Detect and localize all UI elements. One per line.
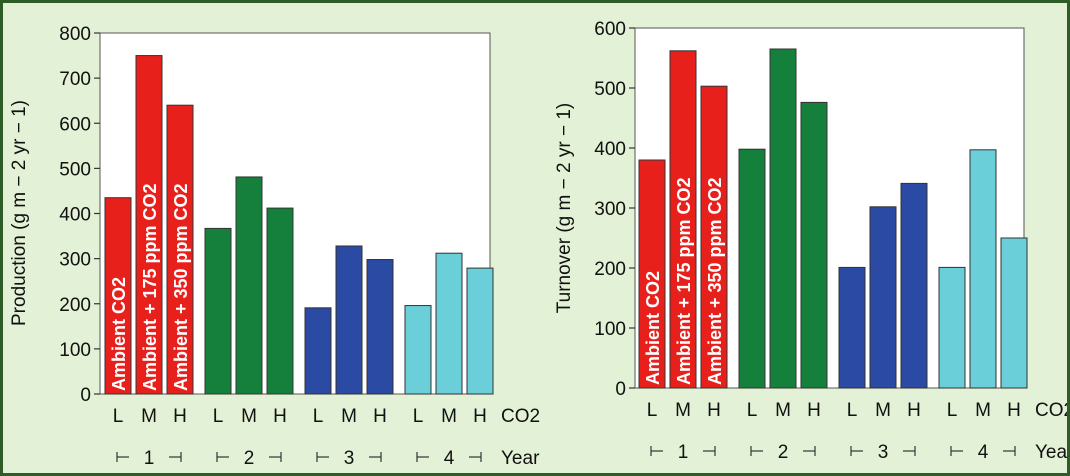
y-tick-label: 400 — [594, 139, 626, 160]
x-category-label: L — [213, 406, 224, 427]
x-category-label: L — [747, 400, 758, 421]
y-tick-label: 600 — [594, 19, 626, 40]
bar-2-year4-L — [938, 266, 966, 389]
y-axis-label: Production (g m − 2 yr − 1) — [9, 100, 30, 326]
bar-1-year3-H — [366, 259, 394, 395]
y-tick-label: 500 — [59, 159, 91, 180]
y-tick-label: 200 — [59, 295, 91, 316]
y-axis-label: Turnover (g m − 2 yr − 1) — [554, 103, 575, 313]
y-tick-label: 700 — [59, 69, 91, 90]
bar-2-year3-H — [900, 182, 928, 389]
x-category-label: H — [907, 400, 921, 421]
bar-inside-label: Ambient + 175 ppm CO2 — [674, 177, 694, 385]
y-tick-label: 100 — [594, 319, 626, 340]
bar-1-year4-H — [466, 267, 494, 395]
bar-1-year2-L — [204, 227, 232, 395]
x-category-label: M — [675, 400, 691, 421]
bar-1-year1-M — [135, 55, 163, 395]
x-category-label: L — [313, 406, 324, 427]
x-category-label: H — [807, 400, 821, 421]
bar-inside-label: Ambient CO2 — [109, 277, 129, 391]
bar-1-year4-M — [435, 252, 463, 395]
y-tick-label: 600 — [59, 114, 91, 135]
charts-svg: 0 100 200 300 400 500 600 700 800 Production (g m… — [9, 19, 1067, 469]
co2-axis-label: CO2 — [1035, 400, 1067, 421]
y-tick-label: 400 — [59, 205, 91, 226]
year-label: 1 — [678, 442, 689, 463]
co2-axis-label: CO2 — [501, 406, 540, 427]
bar-2-year4-M — [969, 149, 997, 389]
x-category-label: L — [847, 400, 858, 421]
y-tick-label: 300 — [59, 250, 91, 271]
year-axis-label: Year — [501, 448, 540, 469]
year-label: 4 — [978, 442, 989, 463]
x-category-label: H — [373, 406, 387, 427]
bar-2-year2-L — [738, 148, 766, 389]
bar-2-year3-L — [838, 266, 866, 389]
x-category-label: M — [241, 406, 257, 427]
y-tick-label: 500 — [594, 79, 626, 100]
x-category-label: L — [647, 400, 658, 421]
x-category-label: L — [113, 406, 124, 427]
year-label: 2 — [244, 448, 255, 469]
bar-2-year4-H — [1000, 237, 1028, 389]
bar-inside-label: Ambient CO2 — [643, 271, 663, 385]
bar-1-year3-L — [304, 307, 332, 395]
year-label: 1 — [144, 448, 155, 469]
bar-inside-label: Ambient + 175 ppm CO2 — [140, 183, 160, 391]
bar-inside-label: Ambient + 350 ppm CO2 — [705, 177, 725, 385]
bar-inside-label: Ambient + 350 ppm CO2 — [171, 183, 191, 391]
bar-1-year2-H — [266, 207, 294, 395]
bar-1-year1-H — [166, 104, 194, 395]
bar-2-year2-M — [769, 48, 797, 389]
bar-2-year1-M — [669, 50, 697, 389]
year-axis-label: Year — [1035, 442, 1067, 463]
year-label: 3 — [344, 448, 355, 469]
bar-1-year1-L — [104, 197, 132, 395]
x-category-label: M — [441, 406, 457, 427]
bar-1-year4-L — [404, 305, 432, 395]
y-tick-label: 200 — [594, 259, 626, 280]
y-tick-label: 800 — [59, 24, 91, 45]
y-tick-label: 100 — [59, 340, 91, 361]
bar-2-year1-L — [638, 159, 666, 389]
x-category-label: H — [473, 406, 487, 427]
year-label: 3 — [878, 442, 889, 463]
year-label: 4 — [444, 448, 455, 469]
x-category-label: M — [341, 406, 357, 427]
bar-1-year3-M — [335, 245, 363, 395]
bar-2-year1-H — [700, 85, 728, 389]
y-tick-label: 0 — [80, 385, 91, 406]
bar-2-year2-H — [800, 101, 828, 389]
bar-2-year3-M — [869, 206, 897, 389]
x-category-label: M — [975, 400, 991, 421]
x-category-label: L — [413, 406, 424, 427]
y-tick-label: 300 — [594, 199, 626, 220]
x-category-label: M — [875, 400, 891, 421]
year-label: 2 — [778, 442, 789, 463]
x-category-label: H — [707, 400, 721, 421]
y-tick-label: 0 — [615, 379, 626, 400]
x-category-label: M — [775, 400, 791, 421]
x-category-label: H — [1007, 400, 1021, 421]
x-category-label: H — [273, 406, 287, 427]
x-category-label: L — [947, 400, 958, 421]
x-category-label: H — [173, 406, 187, 427]
bar-1-year2-M — [235, 176, 263, 395]
x-category-label: M — [141, 406, 157, 427]
